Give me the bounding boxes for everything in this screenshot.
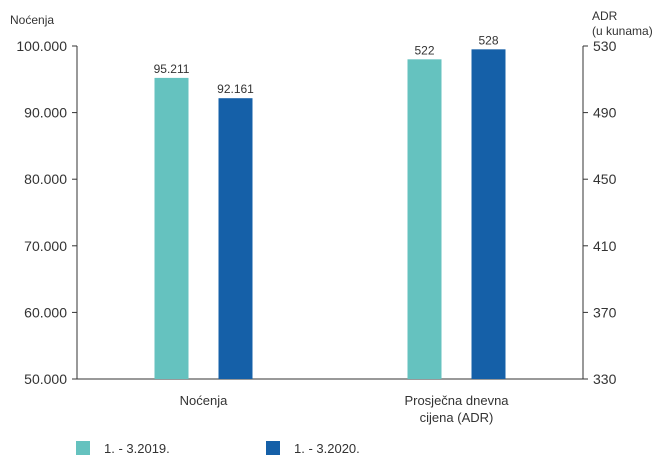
legend-swatch — [266, 441, 280, 455]
legend-label: 1. - 3.2019. — [104, 441, 170, 456]
left-axis-ticks: 50.000 60.000 70.000 80.000 90.000 100.000 — [16, 38, 77, 387]
category-labels: Noćenja Prosječna dnevna cijena (ADR) — [180, 393, 510, 425]
category-label: Prosječna dnevna — [404, 393, 509, 408]
legend-swatch — [76, 441, 90, 455]
left-tick-label: 90.000 — [24, 105, 67, 121]
bar — [407, 59, 442, 379]
right-tick-label: 370 — [593, 304, 617, 320]
bar — [471, 49, 506, 380]
left-axis-title: Noćenja — [10, 13, 54, 27]
right-axis-title-line1: ADR — [592, 9, 618, 23]
bars-group: 95.211 92.161 522 528 — [154, 33, 506, 380]
category-label: cijena (ADR) — [420, 410, 494, 425]
left-tick-label: 70.000 — [24, 238, 67, 254]
bar — [154, 77, 189, 379]
left-tick-label: 60.000 — [24, 304, 67, 320]
left-tick-label: 80.000 — [24, 171, 67, 187]
right-tick-label: 490 — [593, 105, 617, 121]
bar-value-label: 92.161 — [217, 82, 254, 96]
left-tick-label: 100.000 — [16, 38, 67, 54]
right-tick-label: 330 — [593, 371, 617, 387]
category-label: Noćenja — [180, 393, 228, 408]
left-tick-label: 50.000 — [24, 371, 67, 387]
legend: 1. - 3.2019. 1. - 3.2020. — [76, 441, 360, 456]
bar — [218, 98, 253, 380]
bar-value-label: 522 — [414, 43, 434, 57]
right-tick-label: 410 — [593, 238, 617, 254]
bar-value-label: 95.211 — [154, 62, 190, 76]
right-tick-label: 530 — [593, 38, 617, 54]
bar-value-label: 528 — [478, 33, 498, 47]
legend-label: 1. - 3.2020. — [294, 441, 360, 456]
right-axis-ticks: 330 370 410 450 490 530 — [583, 38, 617, 387]
right-axis-title-line2: (u kunama) — [592, 24, 653, 38]
right-tick-label: 450 — [593, 171, 617, 187]
